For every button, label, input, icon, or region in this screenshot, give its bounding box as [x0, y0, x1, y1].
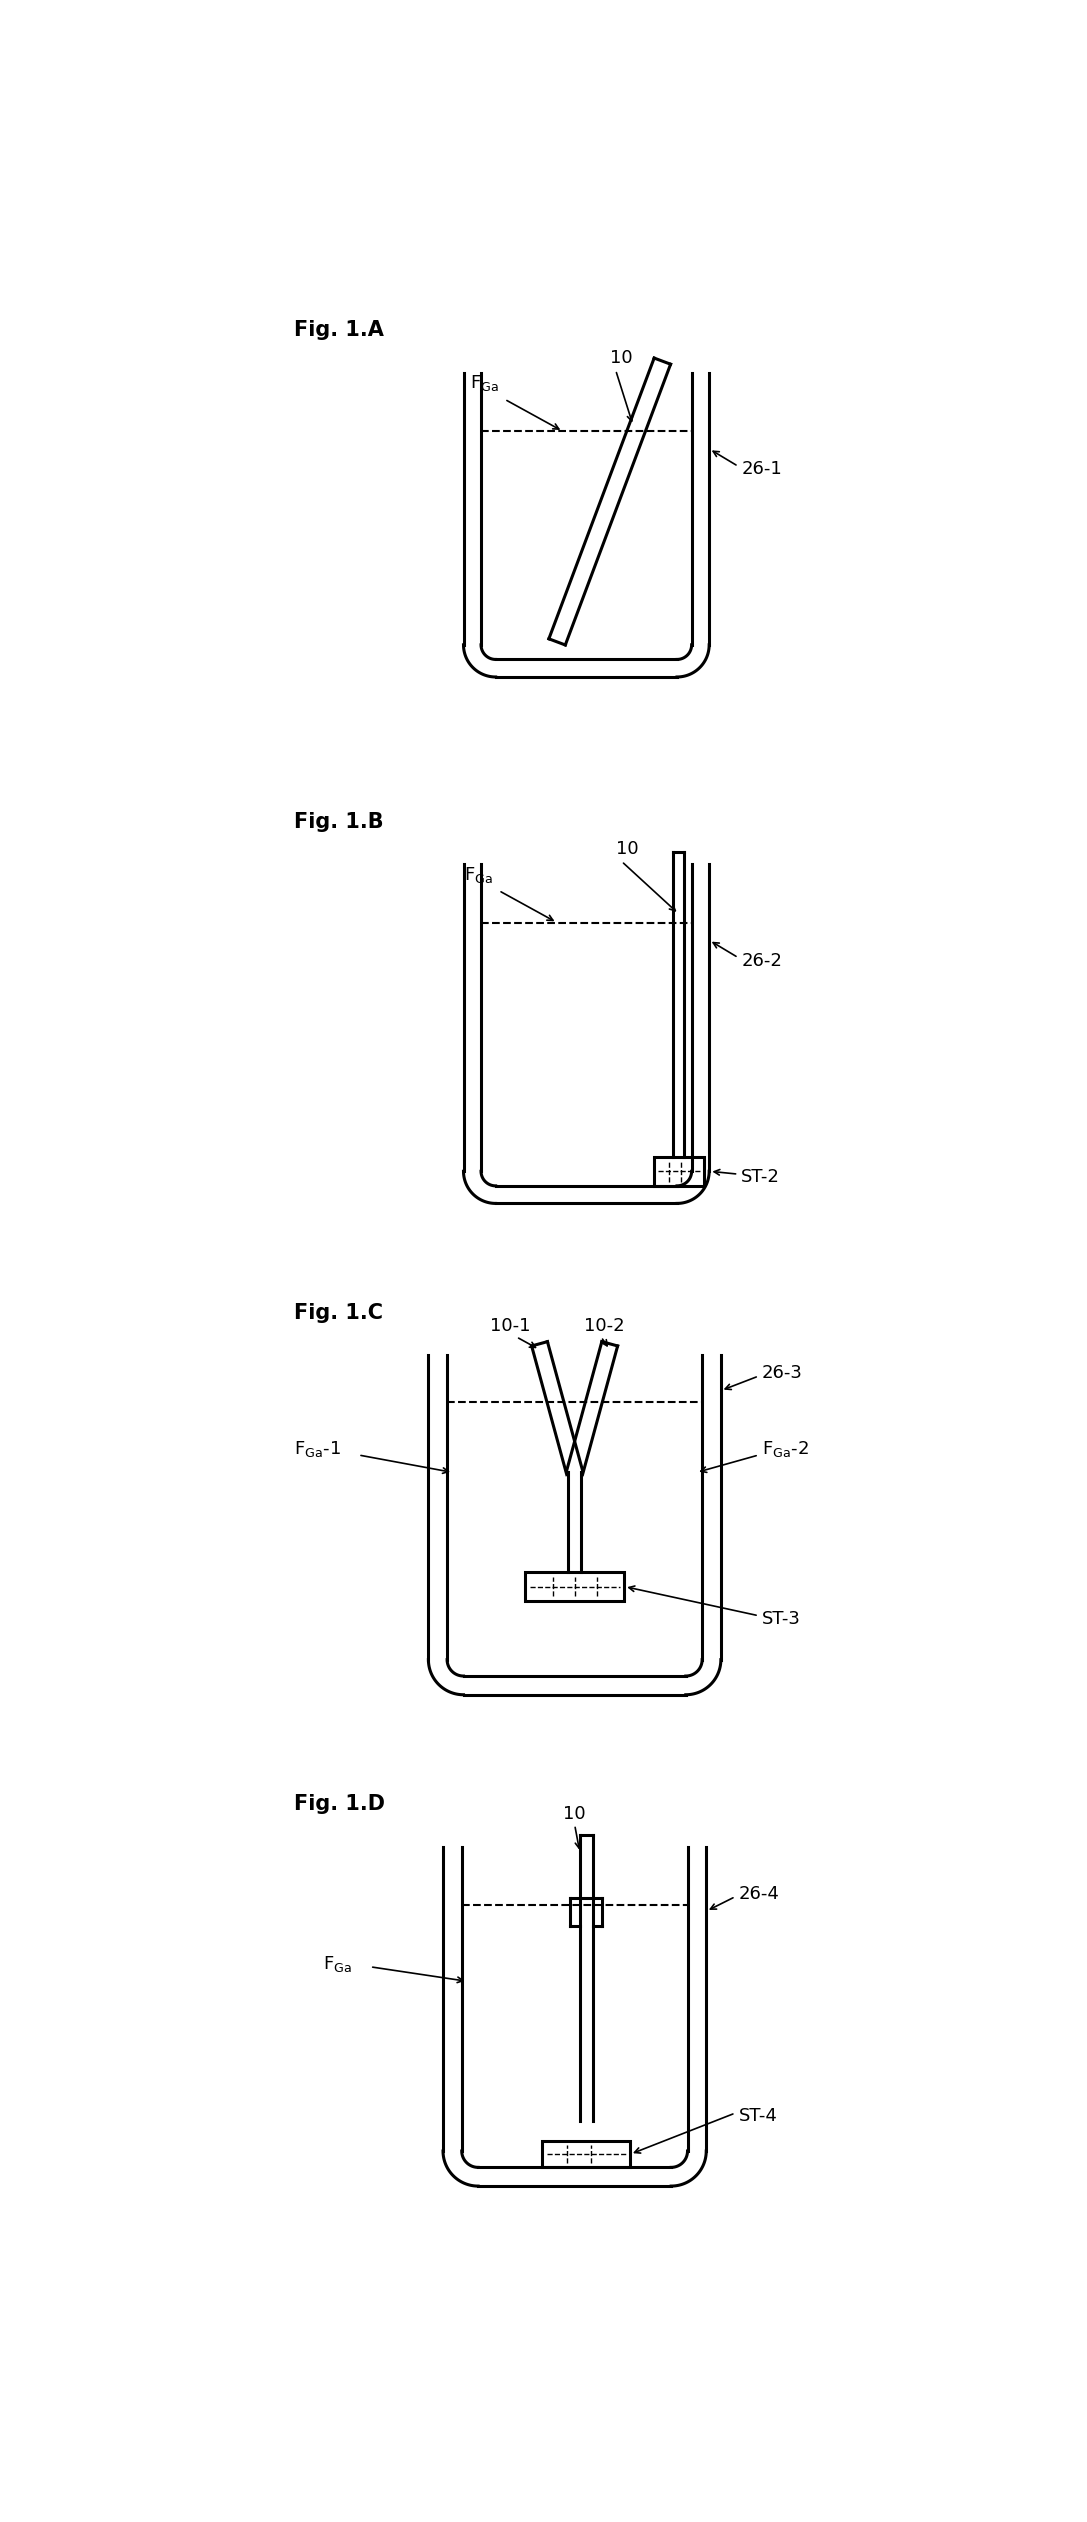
- Text: Fig. 1.C: Fig. 1.C: [293, 1304, 383, 1324]
- Text: Fig. 1.D: Fig. 1.D: [293, 1793, 385, 1813]
- Text: F$_{\mathregular{Ga}}$-1: F$_{\mathregular{Ga}}$-1: [293, 1440, 340, 1460]
- Text: ST-4: ST-4: [738, 2106, 777, 2126]
- Text: 26-4: 26-4: [738, 1884, 779, 1902]
- Text: ST-2: ST-2: [741, 1168, 780, 1185]
- Text: 10-2: 10-2: [584, 1316, 624, 1334]
- Text: Fig. 1.A: Fig. 1.A: [293, 320, 384, 340]
- Text: 10: 10: [563, 1806, 586, 1823]
- Text: 26-3: 26-3: [762, 1364, 802, 1382]
- Text: F$_{\mathregular{Ga}}$: F$_{\mathregular{Ga}}$: [323, 1955, 352, 1975]
- Text: 10-1: 10-1: [490, 1316, 530, 1334]
- Bar: [654, 1158, 703, 1185]
- Text: 10: 10: [616, 840, 638, 857]
- Bar: [542, 2141, 630, 2166]
- Text: F$_{\mathregular{Ga}}$: F$_{\mathregular{Ga}}$: [470, 373, 499, 393]
- Text: Fig. 1.B: Fig. 1.B: [293, 812, 384, 832]
- Bar: [525, 1571, 624, 1601]
- Text: F$_{\mathregular{Ga}}$: F$_{\mathregular{Ga}}$: [464, 865, 492, 885]
- Text: 10: 10: [610, 348, 633, 368]
- Text: 26-1: 26-1: [741, 462, 782, 479]
- Text: F$_{\mathregular{Ga}}$-2: F$_{\mathregular{Ga}}$-2: [762, 1440, 809, 1460]
- Text: 26-2: 26-2: [741, 951, 783, 968]
- Text: ST-3: ST-3: [762, 1609, 801, 1627]
